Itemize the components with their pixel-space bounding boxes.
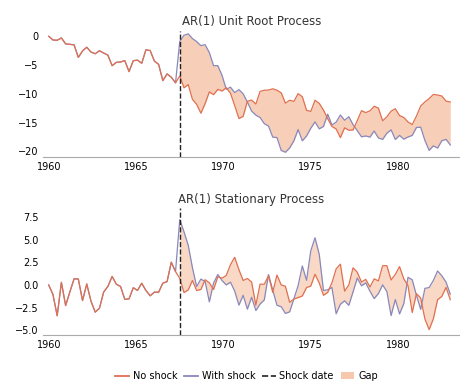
Legend: No shock, With shock, Shock date, Gap: No shock, With shock, Shock date, Gap (111, 367, 382, 385)
Title: AR(1) Stationary Process: AR(1) Stationary Process (178, 193, 324, 206)
Title: AR(1) Unit Root Process: AR(1) Unit Root Process (182, 15, 321, 28)
